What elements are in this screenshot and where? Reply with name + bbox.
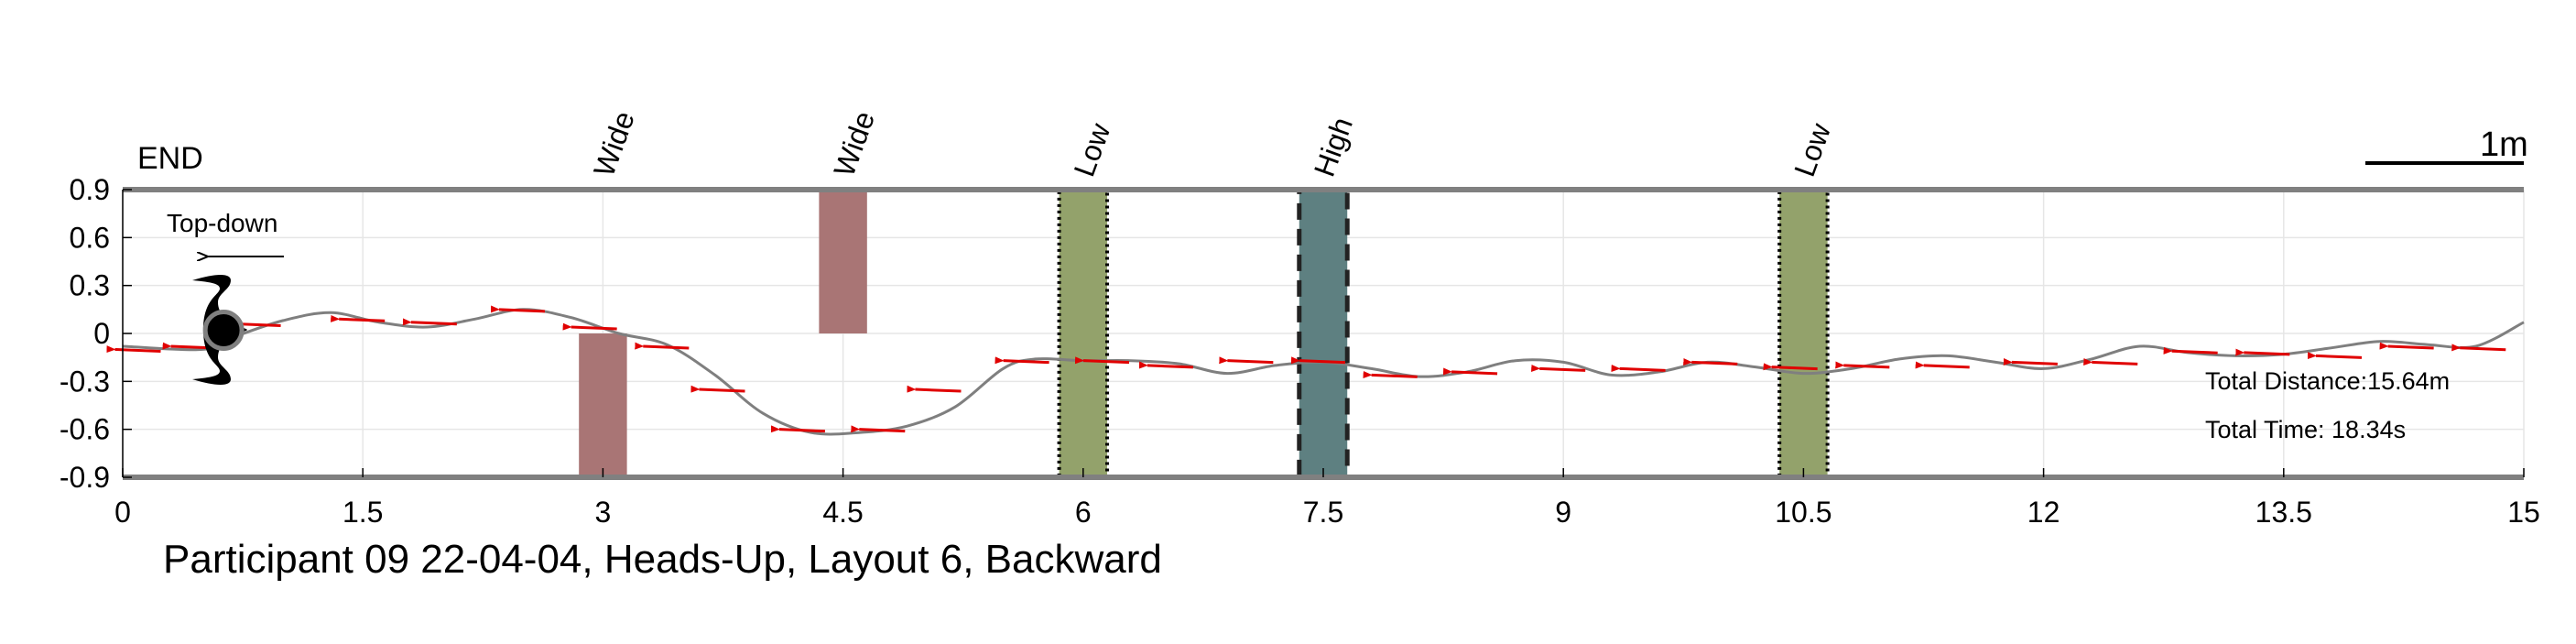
direction-arrow — [1074, 356, 1130, 365]
x-tick-label: 0 — [114, 496, 131, 529]
direction-arrow — [851, 425, 906, 433]
obstacles: Wide Wide Low High Low — [579, 107, 1837, 480]
direction-arrow — [2379, 342, 2434, 350]
y-tick-label: 0.9 — [70, 173, 110, 206]
x-tick-label: 12 — [2027, 496, 2060, 529]
x-tick-label: 7.5 — [1303, 496, 1343, 529]
direction-arrow — [1763, 363, 1818, 371]
direction-arrow — [331, 314, 386, 322]
direction-arrow — [2451, 344, 2506, 352]
x-tick-label: 3 — [595, 496, 612, 529]
direction-arrows — [106, 305, 2506, 433]
chart-title: Participant 09 22-04-04, Heads-Up, Layou… — [163, 537, 1162, 582]
direction-arrow — [1138, 361, 1193, 369]
x-tick-label: 6 — [1075, 496, 1092, 529]
x-tick-label: 1.5 — [342, 496, 383, 529]
direction-arrow — [2083, 358, 2138, 366]
direction-arrow — [1531, 365, 1586, 373]
obstacle-label: Low — [1788, 118, 1837, 180]
obstacle-bar — [1777, 188, 1830, 479]
end-label: END — [137, 141, 203, 176]
direction-arrow — [1683, 358, 1738, 366]
y-tick-label: 0.6 — [70, 221, 110, 254]
direction-arrow — [995, 356, 1049, 365]
x-tick-label: 9 — [1555, 496, 1571, 529]
y-tick-label: 0.3 — [70, 269, 110, 302]
total-time-text: Total Time: 18.34s — [2205, 416, 2406, 443]
axes: 0 1.5 3 4.5 6 7.5 9 10.5 12 13.5 15 0.9 0.6 0.3 0 -0.3 -… — [60, 173, 2540, 529]
direction-arrow — [907, 385, 962, 393]
y-tick-label: 0 — [93, 317, 110, 350]
direction-arrow — [2003, 358, 2058, 366]
direction-arrow — [2307, 352, 2363, 360]
scale-bar-label: 1m — [2480, 126, 2528, 164]
x-tick-label: 15 — [2507, 496, 2540, 529]
view-label: Top-down — [167, 209, 277, 237]
walker-head-marker — [202, 310, 245, 352]
direction-arrow — [770, 425, 825, 433]
direction-arrow — [562, 322, 617, 331]
direction-arrow — [106, 345, 161, 354]
direction-arrow — [490, 305, 546, 313]
obstacle-label: Wide — [827, 107, 881, 181]
direction-arrow — [635, 342, 690, 350]
direction-arrow — [402, 318, 457, 326]
direction-arrow — [2235, 348, 2290, 356]
obstacle-label: Wide — [587, 107, 641, 181]
y-tick-label: -0.9 — [60, 461, 110, 494]
obstacle-bar — [579, 333, 627, 477]
obstacle-label: High — [1308, 113, 1359, 180]
obstacle-bar — [819, 190, 867, 333]
direction-arrow — [1835, 361, 1890, 369]
obstacle-bar — [1057, 188, 1110, 479]
direction-arrow — [690, 385, 745, 393]
direction-arrow — [1290, 356, 1346, 365]
direction-arrow — [1219, 356, 1274, 365]
obstacle-label: Low — [1068, 118, 1117, 180]
x-tick-label: 10.5 — [1775, 496, 1831, 529]
direction-arrow — [1915, 361, 1970, 369]
y-tick-label: -0.6 — [60, 413, 110, 446]
walker-marker — [192, 275, 247, 385]
obstacle-bar — [1297, 187, 1350, 480]
direction-arrow — [1442, 367, 1498, 376]
direction-arrow — [2163, 346, 2218, 355]
total-distance-text: Total Distance:15.64m — [2205, 367, 2450, 395]
y-tick-label: -0.3 — [60, 365, 110, 398]
x-tick-label: 13.5 — [2255, 496, 2312, 529]
direction-arrow — [1611, 365, 1666, 373]
x-tick-label: 4.5 — [822, 496, 863, 529]
direction-arrow — [1363, 370, 1418, 378]
